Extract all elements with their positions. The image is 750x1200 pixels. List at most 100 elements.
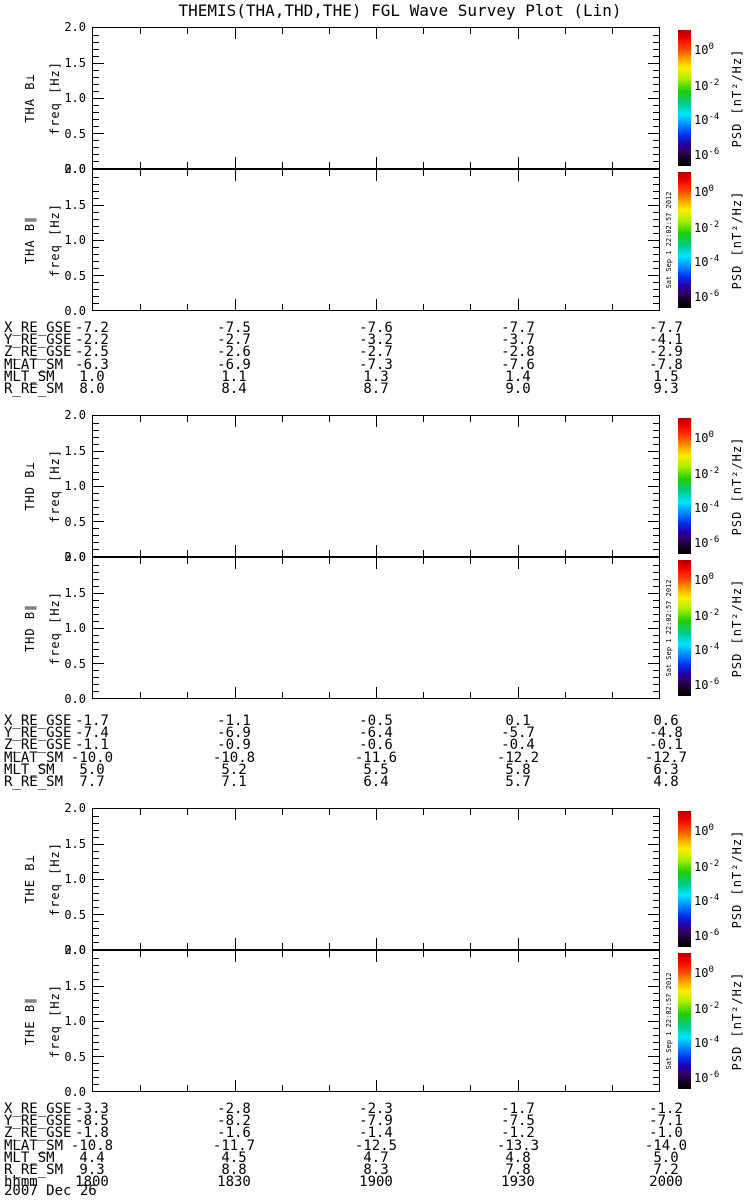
y-tick-mark: [648, 986, 659, 987]
colorbar-tick-exponent: -6: [708, 535, 720, 546]
colorbar-tick-label: 10-6: [694, 146, 719, 161]
y-axis-tick-label: 1.5: [64, 197, 86, 212]
x-tick-mark: [329, 809, 330, 815]
y-tick-mark: [93, 600, 99, 601]
y-tick-mark: [653, 247, 659, 248]
x-tick-mark: [140, 304, 141, 310]
x-tick-mark: [329, 558, 330, 564]
y-tick-mark: [653, 1028, 659, 1029]
colorbar-tick-base: 10: [694, 608, 709, 623]
x-tick-mark: [376, 157, 377, 168]
x-tick-mark: [376, 416, 377, 427]
y-tick-mark: [648, 205, 659, 206]
y-tick-mark: [653, 70, 659, 71]
colorbar-tick-base: 10: [694, 1035, 709, 1050]
y-tick-mark: [93, 254, 99, 255]
ephemeris-value: 8.8: [221, 1162, 247, 1178]
y-tick-mark: [648, 593, 659, 594]
y-tick-mark: [653, 198, 659, 199]
ephemeris-value: -0.1: [649, 737, 683, 754]
ephemeris-row-label: Z_RE_GSE: [4, 344, 72, 361]
x-tick-mark: [376, 545, 377, 556]
ephemeris-value: 1830: [217, 1174, 251, 1191]
x-tick-mark: [187, 416, 188, 422]
y-tick-mark: [93, 247, 99, 248]
ephemeris-value: 4.7: [363, 1149, 389, 1166]
y-tick-mark: [653, 458, 659, 459]
x-tick-mark: [140, 1085, 141, 1091]
y-tick-mark: [93, 586, 99, 587]
y-tick-mark: [653, 261, 659, 262]
spectrogram-panel-tha-bperp: [92, 27, 660, 169]
colorbar-tick-base: 10: [694, 43, 709, 58]
ephemeris-value: -12.5: [354, 1137, 398, 1154]
colorbar-tick-base: 10: [694, 185, 709, 200]
ephemeris-row-label: Z_RE_GSE: [4, 737, 72, 754]
y-tick-mark: [653, 586, 659, 587]
x-tick-mark: [329, 304, 330, 310]
x-tick-mark: [235, 938, 236, 949]
ephemeris-value: 0.1: [505, 713, 531, 729]
x-tick-mark: [140, 951, 141, 957]
y-axis-tick-label: 0.5: [64, 907, 86, 922]
y-tick-mark: [93, 233, 99, 234]
ephemeris-value: 1.1: [221, 368, 247, 385]
ephemeris-value: -14.0: [644, 1137, 688, 1154]
y-tick-mark: [648, 451, 659, 452]
ephemeris-value: 1.4: [505, 368, 531, 385]
x-tick-mark: [423, 28, 424, 34]
ephemeris-value: -12.2: [496, 749, 540, 766]
ephemeris-value: 1.0: [79, 368, 105, 385]
colorbar-tick-label: 100: [694, 183, 714, 200]
y-axis-tick-label: 0.5: [64, 1049, 86, 1064]
x-tick-mark: [329, 1085, 330, 1091]
creation-timestamp: Sat Sep 1 22:02:57 2012: [665, 972, 673, 1070]
ephemeris-value: -1.0: [649, 1125, 683, 1142]
panel-y-label: THA B⊥: [23, 73, 37, 123]
x-tick-mark: [329, 943, 330, 949]
ephemeris-value: 7.1: [221, 774, 247, 790]
x-tick-mark: [612, 162, 613, 168]
ephemeris-value: -10.0: [70, 749, 114, 766]
y-tick-mark: [93, 572, 99, 573]
y-tick-mark: [653, 865, 659, 866]
x-tick-mark: [470, 304, 471, 310]
y-tick-mark: [93, 691, 99, 692]
x-tick-mark: [376, 299, 377, 310]
x-tick-mark: [140, 943, 141, 949]
y-tick-mark: [653, 642, 659, 643]
x-tick-mark: [612, 304, 613, 310]
y-tick-mark: [653, 423, 659, 424]
y-tick-mark: [93, 191, 99, 192]
x-tick-mark: [612, 28, 613, 34]
x-tick-mark: [423, 692, 424, 698]
ephemeris-row-label: MLT_SM: [4, 761, 55, 778]
ephemeris-value: -7.7: [501, 320, 535, 336]
y-tick-mark: [93, 614, 99, 615]
y-tick-mark: [93, 521, 104, 522]
y-tick-mark: [93, 444, 99, 445]
y-tick-mark: [93, 1021, 104, 1022]
y-tick-mark: [93, 1070, 99, 1071]
x-tick-mark: [235, 170, 236, 181]
spectrogram-panel-the-bperp: [92, 808, 660, 950]
y-axis-tick-label: 2.0: [64, 801, 86, 815]
y-tick-mark: [653, 430, 659, 431]
colorbar-tick-exponent: 0: [708, 42, 714, 53]
y-axis-tick-label: 0.5: [64, 268, 86, 283]
x-tick-mark: [329, 28, 330, 34]
y-tick-mark: [653, 684, 659, 685]
colorbar-tick-exponent: -6: [708, 289, 720, 300]
psd-colorbar: [678, 953, 691, 1089]
x-tick-mark: [470, 550, 471, 556]
x-tick-mark: [612, 943, 613, 949]
y-tick-mark: [93, 140, 99, 141]
ephemeris-value: -2.2: [75, 332, 109, 349]
colorbar-tick-label: 10-2: [694, 77, 719, 92]
y-tick-mark: [653, 303, 659, 304]
ephemeris-value: -0.6: [359, 737, 393, 754]
ephemeris-value: -1.6: [217, 1125, 251, 1142]
ephemeris-value: -12.7: [644, 749, 688, 766]
y-tick-mark: [653, 830, 659, 831]
x-tick-mark: [376, 938, 377, 949]
